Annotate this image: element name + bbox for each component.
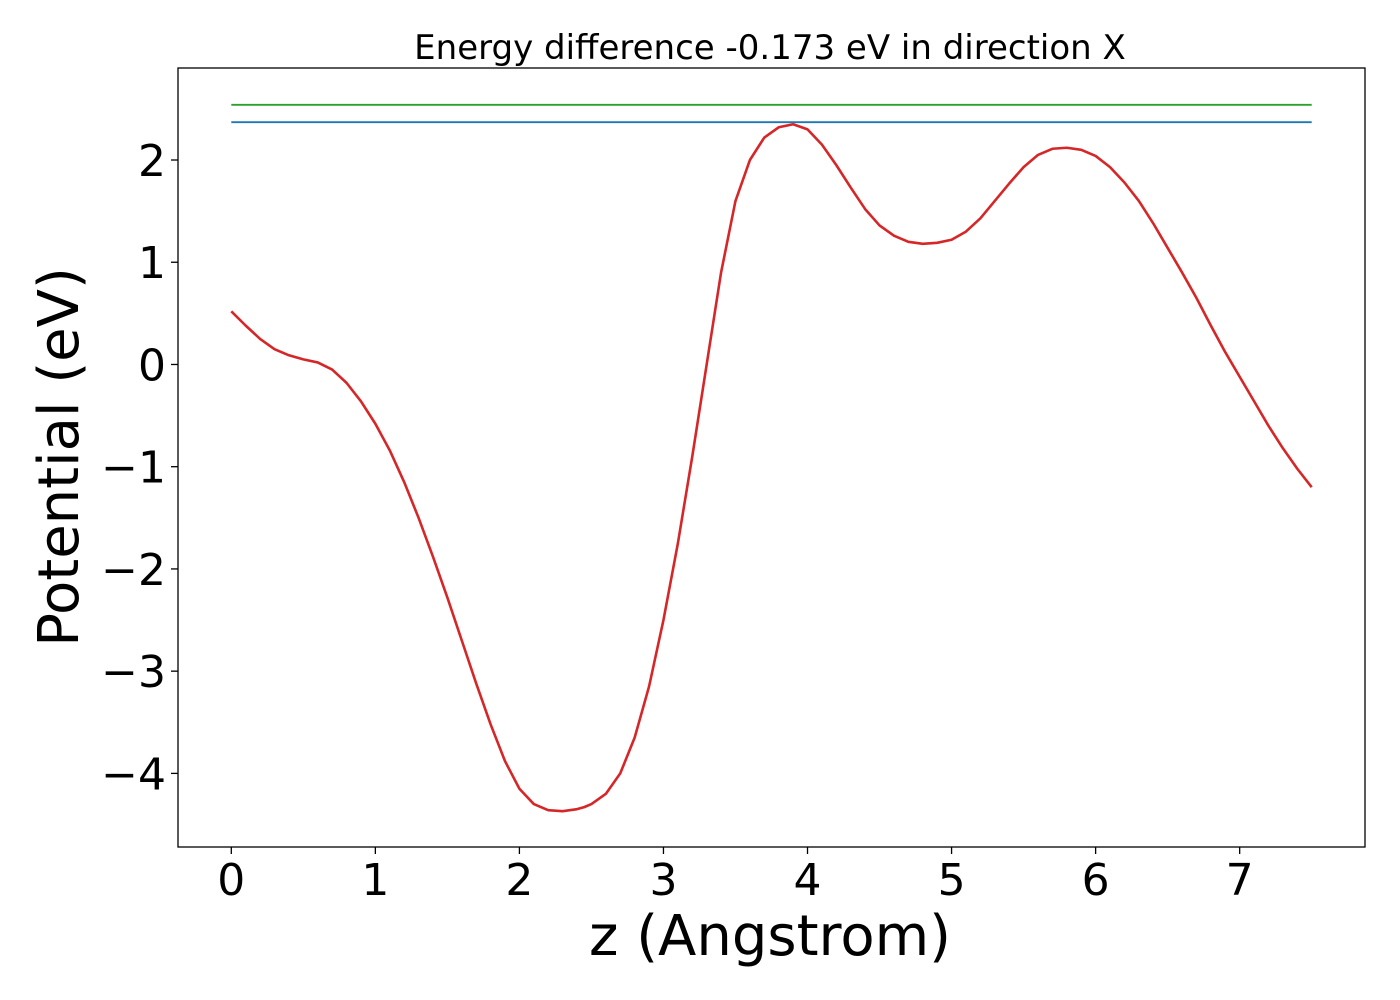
y-tick-label: −1 — [101, 443, 166, 494]
x-tick-label: 2 — [505, 855, 533, 906]
x-axis: 0 1 2 3 4 5 6 7 — [217, 847, 1254, 906]
x-tick-label: 3 — [649, 855, 677, 906]
x-axis-label: z (Angstrom) — [589, 904, 951, 969]
y-tick-label: −4 — [101, 749, 166, 800]
y-tick-label: −3 — [101, 647, 166, 698]
x-tick-label: 1 — [361, 855, 389, 906]
series-layer — [230, 103, 1313, 813]
plot-area — [177, 67, 1366, 848]
series-line-0 — [230, 122, 1313, 813]
chart-title: Energy difference -0.173 eV in direction… — [414, 28, 1126, 68]
axes-frame — [177, 67, 1366, 848]
y-axis: −4 −3 −2 −1 0 1 2 — [101, 136, 178, 800]
y-tick-label: 2 — [138, 136, 166, 187]
x-tick-label: 7 — [1226, 855, 1254, 906]
x-tick-label: 5 — [938, 855, 966, 906]
y-axis-label: Potential (eV) — [27, 267, 92, 647]
x-tick-label: 0 — [217, 855, 245, 906]
x-tick-label: 4 — [794, 855, 822, 906]
y-tick-label: 1 — [138, 238, 166, 289]
y-tick-label: 0 — [138, 340, 166, 391]
x-tick-label: 6 — [1082, 855, 1110, 906]
y-tick-label: −2 — [101, 545, 166, 596]
